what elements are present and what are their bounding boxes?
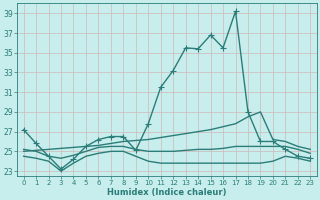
X-axis label: Humidex (Indice chaleur): Humidex (Indice chaleur) — [107, 188, 227, 197]
